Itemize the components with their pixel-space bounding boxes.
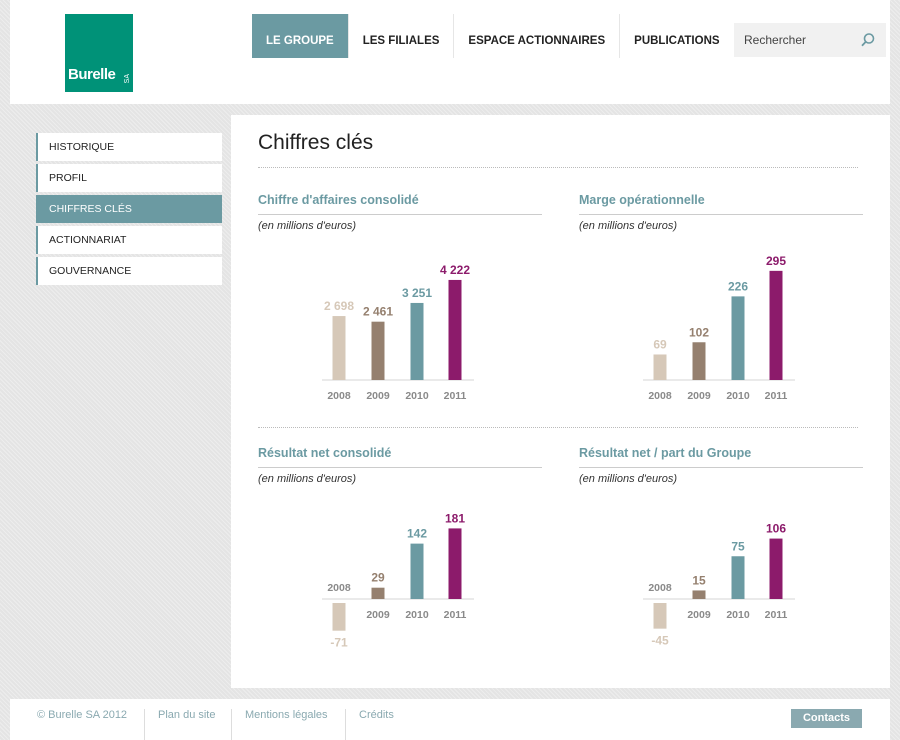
search-icon[interactable]	[860, 32, 876, 48]
section-divider	[258, 427, 858, 428]
chart-svg: -71 2008 29 2009 142 2010 181 2011	[322, 511, 474, 650]
nav-les-filiales[interactable]: LES FILIALES	[349, 14, 455, 58]
chart-resultat-net-part-groupe: Résultat net / part du Groupe (en millio…	[579, 446, 863, 676]
chart-unit: (en millions d'euros)	[258, 473, 357, 485]
title-divider	[258, 167, 858, 168]
sidebar: HISTORIQUE PROFIL CHIFFRES CLÉS ACTIONNA…	[36, 133, 222, 288]
chart-unit: (en millions d'euros)	[579, 473, 678, 485]
nav-publications[interactable]: PUBLICATIONS	[634, 35, 720, 47]
footer-separator	[144, 709, 145, 740]
chart-unit: (en millions d'euros)	[258, 220, 357, 232]
footer-link-credits[interactable]: Crédits	[359, 709, 394, 721]
year-label: 2010	[405, 609, 429, 621]
chart-resultat-net-consolide: Résultat net consolidé (en millions d'eu…	[258, 446, 542, 676]
value-label: 3 251	[402, 286, 432, 300]
footer-link-mentions-legales[interactable]: Mentions légales	[245, 709, 328, 721]
chart-title: Chiffre d'affaires consolidé	[258, 193, 542, 215]
value-label: 181	[445, 511, 465, 525]
bar-2009	[692, 590, 706, 599]
year-label: 2008	[648, 390, 672, 402]
footer-separator	[231, 709, 232, 740]
value-label: 102	[689, 325, 709, 339]
bar-2010	[731, 296, 745, 380]
chart-unit: (en millions d'euros)	[579, 220, 678, 232]
footer-copyright: © Burelle SA 2012	[37, 709, 128, 721]
value-label: 2 461	[363, 305, 393, 319]
page-title: Chiffres clés	[258, 131, 374, 154]
chart-svg: 2 698 2008 2 461 2009 3 251 2010 4 222 2011	[322, 263, 474, 402]
value-label: 69	[653, 337, 667, 351]
year-label: 2008	[648, 582, 672, 594]
bar-2011	[769, 538, 783, 599]
nav-espace-actionnaires[interactable]: ESPACE ACTIONNAIRES	[454, 14, 621, 58]
chart-svg: -45 2008 15 2009 75 2010 106 2011	[643, 522, 795, 648]
bar-2008	[653, 603, 667, 629]
value-label: 75	[731, 539, 745, 553]
bar-2011	[448, 528, 462, 599]
bar-2008	[332, 603, 346, 631]
contacts-button[interactable]: Contacts	[791, 709, 862, 728]
search-input[interactable]	[734, 23, 854, 57]
bar-2011	[769, 270, 783, 380]
bar-2011	[448, 279, 462, 380]
value-label: 2 698	[324, 299, 354, 313]
chart-svg: 69 2008 102 2009 226 2010 295 2011	[643, 254, 795, 402]
year-label: 2010	[405, 390, 429, 402]
value-label: 295	[766, 254, 786, 268]
main-content: Chiffres clés Chiffre d'affaires consoli…	[231, 115, 890, 688]
logo-name: Burelle	[68, 66, 116, 83]
footer-separator	[345, 709, 346, 740]
value-label: -45	[651, 634, 669, 648]
sidebar-item-profil[interactable]: PROFIL	[36, 164, 222, 192]
value-label: 15	[692, 573, 706, 587]
burelle-logo[interactable]: Burelle SA	[65, 14, 133, 92]
year-label: 2011	[765, 390, 788, 402]
value-label: 106	[766, 522, 786, 536]
value-label: 29	[371, 571, 385, 585]
footer-link-plan-du-site[interactable]: Plan du site	[158, 709, 216, 721]
year-label: 2008	[327, 582, 351, 594]
year-label: 2009	[687, 609, 711, 621]
chart-title: Résultat net consolidé	[258, 446, 542, 468]
nav-le-groupe[interactable]: LE GROUPE	[252, 14, 349, 58]
year-label: 2008	[327, 390, 351, 402]
site-footer: © Burelle SA 2012 Plan du site Mentions …	[10, 699, 890, 740]
chart-title: Résultat net / part du Groupe	[579, 446, 863, 468]
chart-title: Marge opérationnelle	[579, 193, 863, 215]
bar-2009	[692, 342, 706, 380]
bar-2009	[371, 587, 385, 599]
year-label: 2010	[726, 390, 750, 402]
year-label: 2009	[366, 609, 390, 621]
sidebar-item-actionnariat[interactable]: ACTIONNARIAT	[36, 226, 222, 254]
main-navigation: LE GROUPE LES FILIALES ESPACE ACTIONNAIR…	[252, 14, 734, 58]
year-label: 2009	[366, 390, 390, 402]
bar-2008	[653, 354, 667, 380]
logo-suffix: SA	[124, 73, 131, 83]
sidebar-item-chiffres-cles[interactable]: CHIFFRES CLÉS	[36, 195, 222, 223]
value-label: 142	[407, 527, 427, 541]
chart-chiffre-affaires: Chiffre d'affaires consolidé (en million…	[258, 193, 542, 423]
bar-2009	[371, 321, 385, 380]
year-label: 2011	[444, 609, 467, 621]
year-label: 2011	[765, 609, 788, 621]
year-label: 2009	[687, 390, 711, 402]
bar-2010	[731, 556, 745, 599]
value-label: 226	[728, 279, 748, 293]
year-label: 2010	[726, 609, 750, 621]
value-label: 4 222	[440, 263, 470, 277]
value-label: -71	[330, 636, 348, 650]
bar-2010	[410, 543, 424, 599]
sidebar-item-gouvernance[interactable]: GOUVERNANCE	[36, 257, 222, 285]
year-label: 2011	[444, 390, 467, 402]
sidebar-item-historique[interactable]: HISTORIQUE	[36, 133, 222, 161]
bar-2008	[332, 316, 346, 380]
bar-2010	[410, 302, 424, 380]
chart-marge-operationnelle: Marge opérationnelle (en millions d'euro…	[579, 193, 863, 423]
search-box	[734, 23, 886, 57]
